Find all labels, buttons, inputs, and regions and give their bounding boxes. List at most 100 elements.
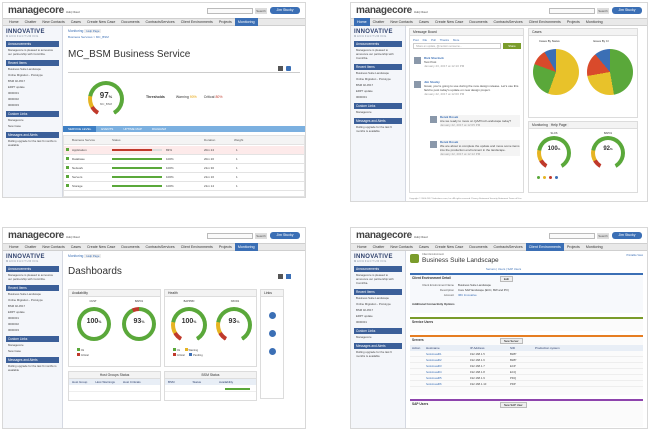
- table-row[interactable]: Application 83% 20m 24 1: [64, 146, 304, 155]
- tab-documents[interactable]: Documents: [469, 20, 488, 24]
- printable-view-link[interactable]: Printable View: [626, 254, 643, 257]
- tab-uptime-map[interactable]: UPTIME MAP: [123, 127, 142, 131]
- user-menu-button[interactable]: Jim Stucky: [270, 232, 300, 239]
- managecore-logo[interactable]: managecore Hub | Cloud: [8, 230, 80, 241]
- managecore-logo[interactable]: managecore Hub | Cloud: [8, 5, 80, 16]
- server-row[interactable]: hostvisual03 192.168.1.7 ECP: [410, 363, 643, 369]
- recent-item[interactable]: 0000001: [8, 91, 19, 95]
- recent-item[interactable]: ERP7 update: [356, 314, 373, 318]
- tab-create-new-case[interactable]: Create New Case: [434, 20, 464, 24]
- recent-item[interactable]: 0000003: [8, 328, 19, 332]
- user-menu-button[interactable]: Jim Stucky: [612, 232, 642, 239]
- link-icon[interactable]: [269, 348, 276, 355]
- post-action[interactable]: Post: [413, 38, 419, 42]
- thanks-action[interactable]: Thanks: [439, 38, 449, 42]
- custom-link[interactable]: Managecore: [356, 110, 372, 114]
- breadcrumb-monitoring[interactable]: Monitoring: [68, 254, 84, 258]
- recent-item[interactable]: BSM 02-4517: [8, 304, 26, 308]
- search-input[interactable]: [207, 7, 253, 14]
- tab-diagram[interactable]: DIAGRAM: [151, 127, 166, 131]
- tab-monitoring[interactable]: Monitoring: [585, 20, 603, 24]
- tab-projects[interactable]: Projects: [566, 20, 580, 24]
- tab-home[interactable]: Home: [9, 20, 19, 24]
- tab-events[interactable]: EVENTS: [101, 127, 114, 131]
- search-button[interactable]: Search: [255, 232, 267, 239]
- recent-item[interactable]: 0000001: [8, 316, 19, 320]
- tab-projects[interactable]: Projects: [218, 245, 232, 249]
- table-row[interactable]: Servers 100% 21m 16 1: [64, 173, 304, 182]
- tab-new-contacts[interactable]: New Contacts: [42, 20, 65, 24]
- tab-client-environments[interactable]: Client Environments: [180, 245, 213, 249]
- new-sap-user-button[interactable]: New SAP User: [500, 402, 527, 408]
- refresh-icon[interactable]: [286, 66, 291, 71]
- tab-home[interactable]: Home: [357, 245, 367, 249]
- tab-projects[interactable]: Projects: [218, 20, 232, 24]
- recent-item[interactable]: Online Migration - Prototype: [8, 298, 43, 302]
- help-page-link[interactable]: Help Page: [84, 29, 102, 33]
- more-action[interactable]: More: [452, 38, 460, 42]
- tab-service-level[interactable]: SERVICE LEVEL: [63, 126, 97, 132]
- tab-new-contacts[interactable]: New Contacts: [390, 20, 413, 24]
- recent-item[interactable]: Business Suite Landscape: [8, 67, 41, 71]
- refresh-icon[interactable]: [286, 274, 291, 279]
- tab-documents[interactable]: Documents: [121, 20, 140, 24]
- managecore-logo[interactable]: managecore Hub | Cloud: [356, 5, 428, 16]
- recent-item[interactable]: Online Migration - Prototype: [356, 77, 391, 81]
- view-grid-icon[interactable]: [278, 66, 283, 71]
- related-links[interactable]: Servers | Users | SAP Users: [486, 267, 522, 271]
- tab-home[interactable]: Home: [9, 245, 19, 249]
- search-input[interactable]: [207, 232, 253, 239]
- tab-client-environments[interactable]: Client Environments: [180, 20, 213, 24]
- recent-item[interactable]: BSM 02-4517: [8, 79, 26, 83]
- tab-projects[interactable]: Projects: [566, 245, 580, 249]
- user-menu-button[interactable]: Jim Stucky: [612, 7, 642, 14]
- table-row[interactable]: Database 100% 20m 20 1: [64, 155, 304, 164]
- search-button[interactable]: Search: [255, 7, 267, 14]
- table-row[interactable]: Storage 100% 21m 14 1: [64, 182, 304, 191]
- file-action[interactable]: File: [422, 38, 428, 42]
- tab-new-contacts[interactable]: New Contacts: [42, 245, 65, 249]
- cases-by-status-pie[interactable]: [533, 49, 579, 95]
- edit-button[interactable]: Edit: [500, 276, 513, 282]
- account-link[interactable]: IMC Innovative: [458, 293, 477, 297]
- tab-contracts[interactable]: ContractsServices: [493, 245, 523, 249]
- tab-new-contacts[interactable]: New Contacts: [390, 245, 413, 249]
- table-row[interactable]: [165, 386, 256, 392]
- link-icon[interactable]: [269, 330, 276, 337]
- search-input[interactable]: [549, 7, 595, 14]
- breadcrumb-monitoring[interactable]: Monitoring: [68, 29, 84, 33]
- tab-contracts[interactable]: ContractsServices: [145, 20, 175, 24]
- recent-item[interactable]: ERP7 update: [8, 85, 25, 89]
- tab-client-environments[interactable]: Client Environments: [528, 20, 561, 24]
- tab-contracts[interactable]: ContractsServices: [145, 245, 175, 249]
- tab-monitoring[interactable]: Monitoring: [234, 18, 258, 26]
- recent-item[interactable]: ERP7 update: [356, 89, 373, 93]
- tab-home[interactable]: Home: [354, 18, 370, 26]
- custom-link[interactable]: New Case: [8, 349, 21, 353]
- tab-contracts[interactable]: ContractsServices: [493, 20, 523, 24]
- recent-item[interactable]: 0000001: [356, 320, 367, 324]
- tab-chatter[interactable]: Chatter: [372, 20, 385, 24]
- new-server-button[interactable]: New Server: [500, 338, 523, 344]
- managecore-logo[interactable]: managecore Hub | Cloud: [356, 230, 428, 241]
- recent-item[interactable]: 0000002: [8, 322, 19, 326]
- recent-item[interactable]: BSM 02-4517: [356, 83, 374, 87]
- tab-documents[interactable]: Documents: [469, 245, 488, 249]
- tab-cases[interactable]: Cases: [70, 245, 81, 249]
- tab-monitoring[interactable]: Monitoring: [234, 243, 258, 251]
- user-menu-button[interactable]: Jim Stucky: [270, 7, 300, 14]
- search-button[interactable]: Search: [597, 7, 609, 14]
- issues-by-ci-pie[interactable]: [587, 49, 633, 95]
- custom-link[interactable]: New Case: [8, 124, 21, 128]
- share-button[interactable]: Share: [503, 43, 521, 49]
- link-icon[interactable]: [269, 312, 276, 319]
- recent-item[interactable]: ERP7 update: [8, 310, 25, 314]
- recent-item[interactable]: Online Migration - Prototype: [356, 302, 391, 306]
- custom-link[interactable]: Managecore: [8, 343, 24, 347]
- tab-client-environments[interactable]: Client Environments: [525, 243, 564, 251]
- tab-chatter[interactable]: Chatter: [372, 245, 385, 249]
- tab-cases[interactable]: Cases: [70, 20, 81, 24]
- breadcrumb[interactable]: Business Services > MC_BSM: [68, 35, 109, 39]
- server-row[interactable]: hostvisual06 192.168.1.10 PDP: [410, 381, 643, 387]
- server-row[interactable]: hostvisual02 192.168.1.6 BWP: [410, 357, 643, 363]
